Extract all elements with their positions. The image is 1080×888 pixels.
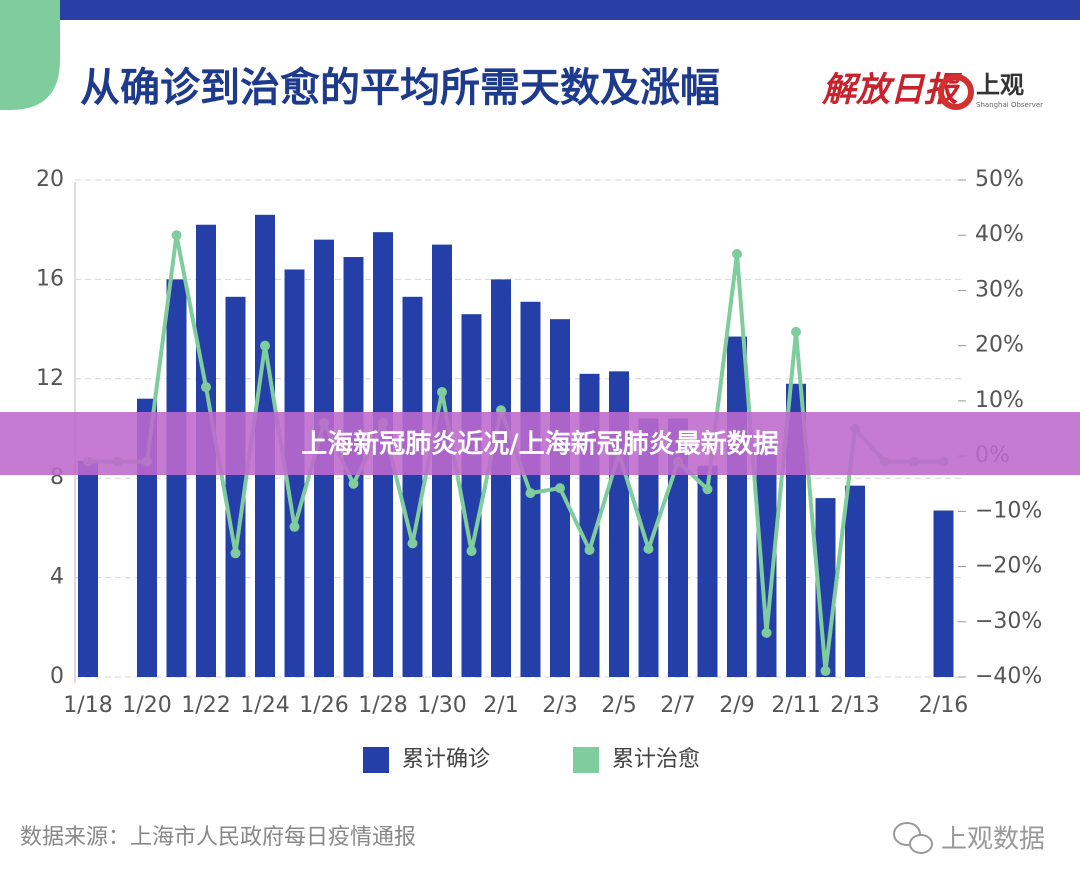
- x-tick-label: 2/11: [771, 693, 820, 718]
- point: [791, 326, 801, 337]
- brand-sub: Shanghai Observer: [976, 101, 1043, 109]
- x-tick-label: 1/20: [122, 693, 171, 718]
- bar: [402, 296, 423, 677]
- top-bar: [60, 0, 1080, 20]
- bar: [225, 296, 246, 677]
- x-tick-label: 2/16: [919, 693, 968, 718]
- y-tick-label: 4: [50, 565, 64, 590]
- source: 数据来源：上海市人民政府每日疫情通报: [20, 825, 416, 850]
- x-tick-label: 2/9: [719, 693, 754, 718]
- point: [171, 230, 182, 241]
- point: [732, 248, 742, 259]
- y2-tick-label: 20%: [975, 333, 1024, 358]
- y2-tick-label: 30%: [975, 277, 1024, 302]
- point: [230, 548, 241, 559]
- y2-tick-label: −30%: [975, 609, 1042, 634]
- x-tick-label: 1/24: [240, 693, 289, 718]
- x-tick-label: 1/30: [417, 693, 466, 718]
- legend-label: 累计治愈: [612, 747, 700, 772]
- legend-swatch: [573, 747, 599, 773]
- point: [643, 543, 654, 554]
- corner-decor: [0, 0, 60, 110]
- bar: [78, 460, 98, 677]
- x-tick-label: 2/7: [660, 693, 695, 718]
- bar: [550, 319, 570, 677]
- y2-tick-label: 10%: [975, 388, 1024, 413]
- point: [260, 340, 270, 351]
- bar: [933, 510, 954, 677]
- x-tick-label: 2/3: [542, 693, 577, 718]
- point: [525, 488, 536, 499]
- point: [201, 382, 211, 393]
- chart-title: 从确诊到治愈的平均所需天数及涨幅: [80, 65, 720, 111]
- bar: [845, 485, 865, 677]
- x-tick-label: 2/13: [830, 693, 879, 718]
- y-tick-label: 0: [50, 664, 64, 689]
- y-tick-label: 12: [36, 366, 64, 391]
- point: [466, 546, 477, 557]
- y2-tick-label: 40%: [975, 222, 1024, 247]
- bar: [697, 465, 718, 677]
- bar: [166, 279, 187, 677]
- point: [289, 521, 300, 532]
- point: [761, 627, 772, 638]
- plot: 048121620−40%−30%−20%−10%0%10%20%30%40%5…: [36, 167, 1042, 718]
- banner-text: 上海新冠肺炎近况/上海新冠肺炎最新数据: [301, 429, 779, 460]
- y2-tick-label: 50%: [975, 167, 1024, 192]
- point: [348, 478, 359, 489]
- point: [555, 483, 565, 494]
- y-tick-label: 16: [36, 266, 64, 291]
- y2-tick-label: −20%: [975, 554, 1042, 579]
- point: [820, 665, 831, 676]
- bar: [491, 279, 511, 677]
- point: [437, 387, 447, 398]
- banner: [0, 412, 1080, 475]
- x-tick-label: 1/22: [181, 693, 230, 718]
- legend-swatch: [363, 747, 389, 773]
- y2-tick-label: −10%: [975, 498, 1042, 523]
- wechat-icon: [893, 822, 933, 854]
- x-tick-label: 1/26: [299, 693, 348, 718]
- point: [702, 484, 713, 495]
- point: [584, 544, 595, 555]
- point: [407, 538, 418, 549]
- y2-tick-label: −40%: [975, 664, 1042, 689]
- x-tick-label: 1/18: [63, 693, 112, 718]
- x-tick-label: 2/1: [483, 693, 518, 718]
- x-tick-label: 2/5: [601, 693, 636, 718]
- bar: [727, 336, 747, 677]
- brand-logo: 上观: [976, 71, 1024, 99]
- bar: [756, 440, 777, 677]
- brand-icon: [938, 74, 974, 110]
- watermark: 上观数据: [941, 825, 1045, 855]
- x-tick-label: 1/28: [358, 693, 407, 718]
- bar: [668, 418, 688, 677]
- y-tick-label: 20: [36, 167, 64, 192]
- legend-label: 累计确诊: [402, 747, 490, 772]
- bar: [461, 314, 482, 677]
